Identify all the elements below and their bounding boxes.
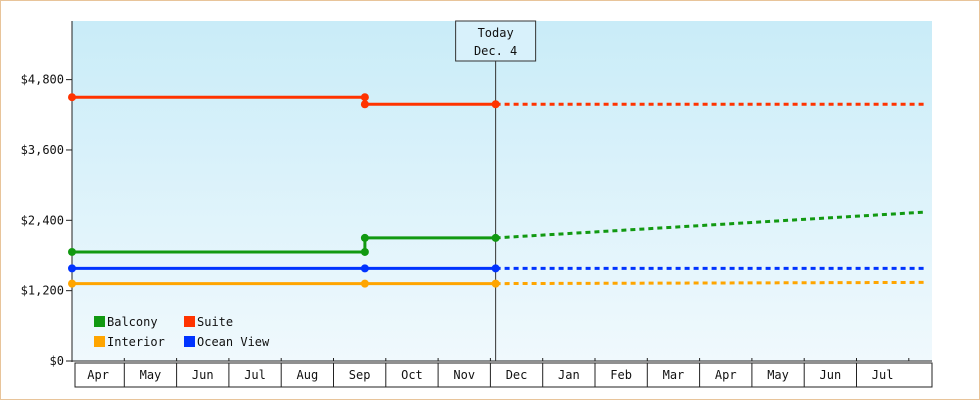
legend-swatch-suite	[184, 316, 195, 327]
today-date: Dec. 4	[474, 44, 517, 58]
suite-point	[360, 93, 369, 102]
month-label: Apr	[715, 368, 737, 382]
month-label: Dec	[506, 368, 528, 382]
month-label: Oct	[401, 368, 423, 382]
month-label: Jul	[244, 368, 266, 382]
balcony-point	[360, 233, 369, 242]
legend-swatch-interior	[94, 336, 105, 347]
interior-point	[491, 279, 500, 288]
month-label: Jul	[872, 368, 894, 382]
suite-point	[68, 93, 76, 102]
month-label: Mar	[663, 368, 685, 382]
legend-label-suite: Suite	[197, 315, 233, 329]
suite-point	[360, 100, 369, 109]
legend-swatch-balcony	[94, 316, 105, 327]
balcony-point	[360, 247, 369, 256]
today-box	[455, 20, 537, 62]
month-label: Jun	[820, 368, 842, 382]
month-label: Feb	[610, 368, 632, 382]
balcony-point	[68, 247, 76, 256]
suite-point	[491, 100, 500, 109]
month-strip	[74, 362, 933, 388]
y-tick-label: $2,400	[21, 213, 64, 227]
ocean-view-point	[360, 264, 369, 273]
legend-label-interior: Interior	[107, 335, 165, 349]
today-marker: Today Dec. 4	[455, 20, 537, 361]
month-label: May	[767, 368, 789, 382]
today-label: Today	[478, 26, 514, 40]
balcony-history-line	[72, 236, 496, 254]
month-label: Nov	[453, 368, 475, 382]
interior-point	[360, 279, 369, 288]
interior-point	[68, 279, 76, 288]
month-label: Apr	[87, 368, 109, 382]
y-tick-label: $0	[50, 354, 64, 368]
legend-swatch-ocean-view	[184, 336, 195, 347]
legend-label-balcony: Balcony	[107, 315, 158, 329]
legend-label-ocean-view: Ocean View	[197, 335, 270, 349]
month-label: Sep	[349, 368, 371, 382]
y-tick-label: $1,200	[21, 284, 64, 298]
y-tick-label: $3,600	[21, 143, 64, 157]
y-axis: $0 $1,200 $2,400 $3,600 $4,800	[21, 21, 73, 368]
ocean-view-point	[491, 264, 500, 273]
month-label: Aug	[297, 368, 319, 382]
series-lines	[68, 93, 925, 288]
month-label: Jun	[192, 368, 214, 382]
month-label: May	[140, 368, 162, 382]
plot-area	[72, 21, 932, 361]
legend: Balcony Suite Interior Ocean View	[94, 315, 270, 349]
balcony-point	[491, 233, 500, 242]
x-axis: Apr May Jun Jul Aug Sep Oct Nov Dec Jan Feb Mar Apr M…	[71, 358, 933, 388]
ocean-view-point	[68, 264, 76, 273]
y-tick-label: $4,800	[21, 73, 64, 87]
month-label: Jan	[558, 368, 580, 382]
